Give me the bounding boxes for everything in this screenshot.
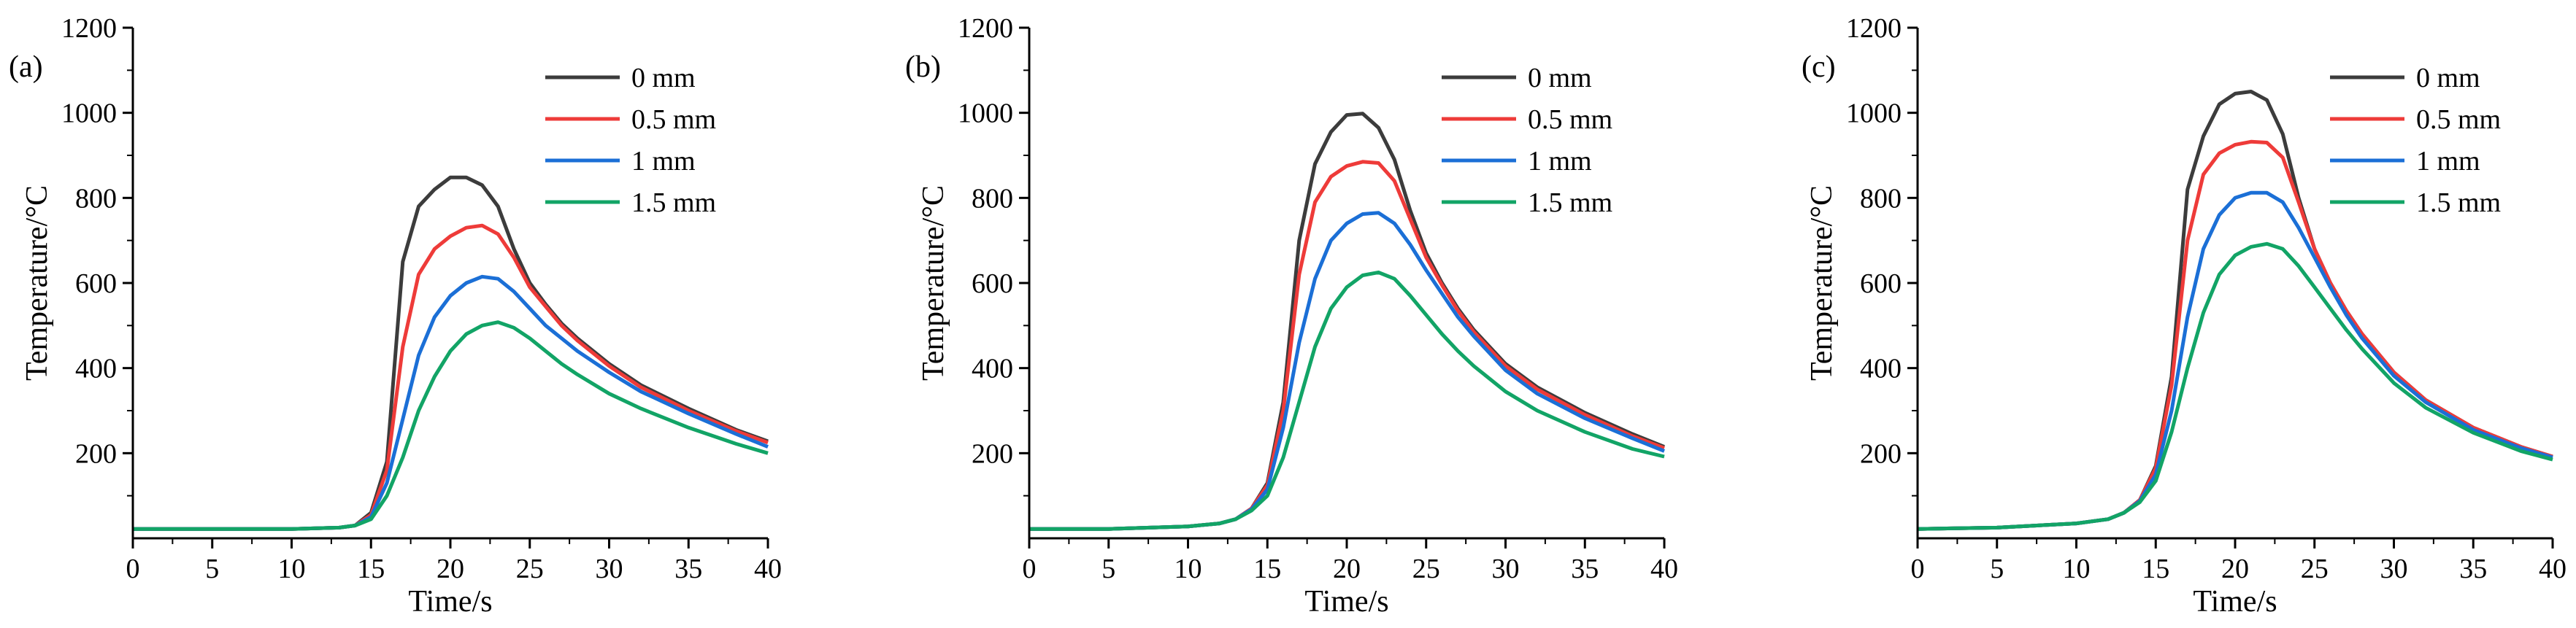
x-tick-label: 10 xyxy=(2063,554,2091,584)
x-tick-label: 20 xyxy=(437,554,464,584)
chart-panel-3: 0 5 10 15 20 25 30 35 40 200 400 600 800 1000 1200 Time… xyxy=(1802,13,2567,619)
y-axis-title: Temperature/°C xyxy=(1805,185,1839,381)
x-tick-label: 35 xyxy=(674,554,702,584)
x-tick-label: 0 xyxy=(126,554,140,584)
legend-label: 0 mm xyxy=(2416,63,2480,93)
x-tick-label: 40 xyxy=(2539,554,2567,584)
x-tick-label: 20 xyxy=(1333,554,1361,584)
y-tick-label: 200 xyxy=(1860,438,1902,469)
y-tick-label: 800 xyxy=(75,183,117,214)
y-tick-label: 800 xyxy=(972,183,1013,214)
y-tick-label: 1000 xyxy=(1846,98,1902,129)
legend: 0 mm 0.5 mm 1 mm 1.5 mm xyxy=(2330,63,2501,218)
series-line-1mm xyxy=(1917,190,2553,531)
legend-label: 0.5 mm xyxy=(1528,104,1612,135)
x-tick-label: 30 xyxy=(596,554,623,584)
y-tick-label: 400 xyxy=(1860,354,1902,384)
x-tick-label: 25 xyxy=(1412,554,1440,584)
series-line-0_5mm xyxy=(133,223,769,531)
chart-panel-1: 0 5 10 15 20 25 30 35 40 200 400 600 800 1000 1200 Time… xyxy=(9,13,782,619)
x-tick-label: 10 xyxy=(278,554,306,584)
legend-label: 0.5 mm xyxy=(631,104,716,135)
x-tick-label: 40 xyxy=(1650,554,1678,584)
y-tick-label: 400 xyxy=(75,354,117,384)
legend-label: 1.5 mm xyxy=(2416,187,2501,218)
legend-label: 1 mm xyxy=(1528,146,1592,177)
x-tick-label: 10 xyxy=(1174,554,1202,584)
y-tick-label: 600 xyxy=(75,268,117,299)
y-tick-label: 400 xyxy=(972,354,1013,384)
y-axis-title: Temperature/°C xyxy=(20,185,54,381)
x-tick-label: 25 xyxy=(516,554,544,584)
y-tick-label: 1200 xyxy=(61,13,117,44)
x-tick-label: 5 xyxy=(205,554,219,584)
legend-label: 1 mm xyxy=(2416,146,2480,177)
x-axis-title: Time/s xyxy=(408,585,492,619)
x-tick-label: 15 xyxy=(357,554,385,584)
x-tick-label: 5 xyxy=(1101,554,1115,584)
x-tick-label: 35 xyxy=(2459,554,2487,584)
x-tick-label: 15 xyxy=(1253,554,1281,584)
x-axis-title: Time/s xyxy=(1304,585,1388,619)
series-line-1mm xyxy=(1029,211,1665,531)
legend-label: 1.5 mm xyxy=(631,187,716,218)
legend: 0 mm 0.5 mm 1 mm 1.5 mm xyxy=(545,63,716,218)
panel-label: (c) xyxy=(1802,50,1836,84)
x-tick-label: 0 xyxy=(1911,554,1925,584)
panel-label: (a) xyxy=(9,50,43,84)
legend: 0 mm 0.5 mm 1 mm 1.5 mm xyxy=(1442,63,1612,218)
y-tick-label: 1000 xyxy=(958,98,1013,129)
y-tick-label: 800 xyxy=(1860,183,1902,214)
y-tick-label: 200 xyxy=(75,438,117,469)
x-tick-label: 25 xyxy=(2301,554,2329,584)
x-tick-label: 15 xyxy=(2142,554,2169,584)
y-tick-label: 1000 xyxy=(61,98,117,129)
y-tick-label: 1200 xyxy=(1846,13,1902,44)
legend-label: 0.5 mm xyxy=(2416,104,2501,135)
legend-label: 1 mm xyxy=(631,146,696,177)
legend-label: 0 mm xyxy=(631,63,696,93)
y-axis-title: Temperature/°C xyxy=(917,185,950,381)
y-tick-label: 200 xyxy=(972,438,1013,469)
panel-label: (b) xyxy=(905,50,941,84)
series-line-1_5mm xyxy=(1917,241,2553,531)
y-tick-label: 600 xyxy=(972,268,1013,299)
series-line-1_5mm xyxy=(133,320,769,531)
legend-label: 0 mm xyxy=(1528,63,1592,93)
x-axis-title: Time/s xyxy=(2193,585,2277,619)
y-tick-label: 600 xyxy=(1860,268,1902,299)
x-tick-label: 35 xyxy=(1571,554,1599,584)
x-tick-label: 30 xyxy=(2380,554,2408,584)
series-line-1_5mm xyxy=(1029,270,1665,531)
x-tick-label: 30 xyxy=(1492,554,1520,584)
legend-label: 1.5 mm xyxy=(1528,187,1612,218)
x-tick-label: 40 xyxy=(754,554,782,584)
y-tick-label: 1200 xyxy=(958,13,1013,44)
x-tick-label: 20 xyxy=(2221,554,2249,584)
x-tick-label: 5 xyxy=(1990,554,2004,584)
x-tick-label: 0 xyxy=(1023,554,1037,584)
chart-panel-2: 0 5 10 15 20 25 30 35 40 200 400 600 800 1000 1200 Time… xyxy=(905,13,1678,619)
